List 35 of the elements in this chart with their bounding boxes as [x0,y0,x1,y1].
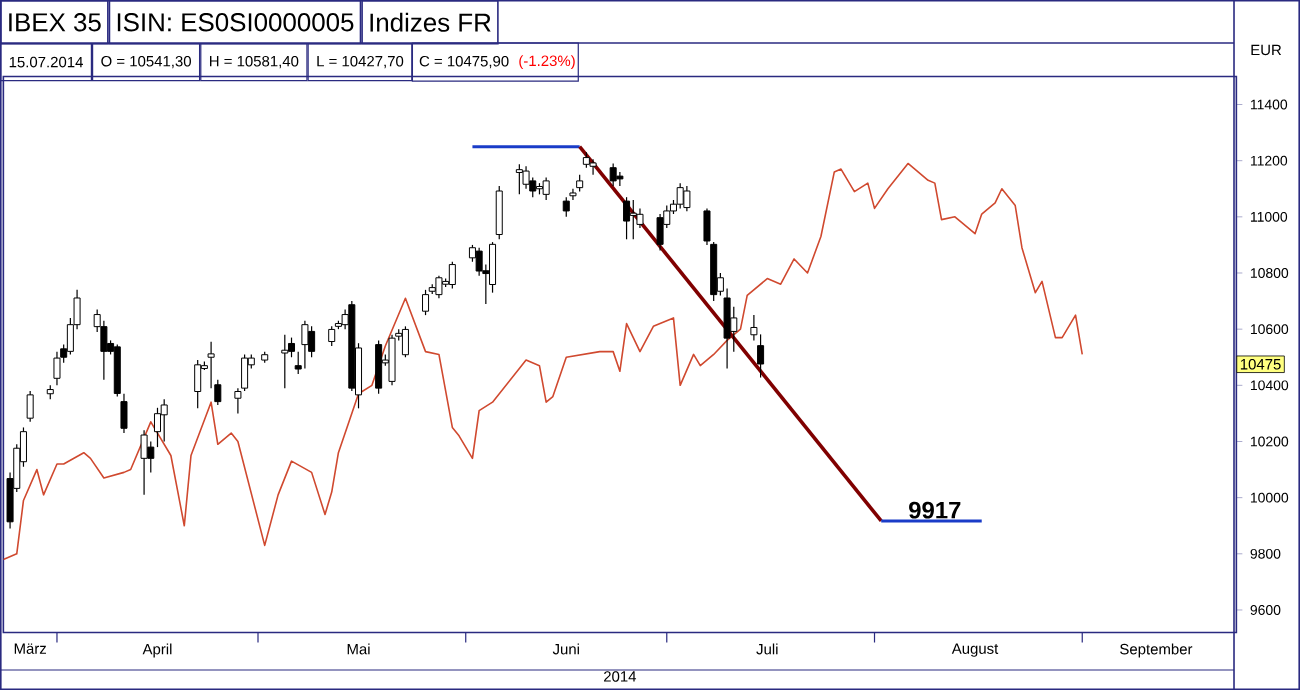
candlestick [301,320,309,370]
candlestick [26,390,34,423]
line-series [3,162,1084,561]
chart-subtitle: ISIN: ES0SI0000005 [117,13,354,32]
candlestick [757,333,765,379]
candlestick [388,334,396,386]
candlestick [435,275,443,299]
candlestick [375,339,383,395]
candlestick [281,334,289,389]
candlestick [522,165,530,190]
candlestick [53,351,61,386]
candlestick [194,359,202,409]
candlestick [120,393,128,434]
candlestick [495,185,503,240]
text: Indizes FR [370,12,491,32]
candlestick [569,188,577,201]
candlestick [676,182,684,210]
candlestick [562,196,570,218]
candlestick [542,176,550,201]
candlestick [140,429,148,496]
chart-title: IBEX 35 [9,13,101,32]
candlestick [160,398,168,443]
candlestick [401,325,409,358]
candlestick [328,325,336,347]
annotation: 9917 [909,501,961,519]
candlestick [616,171,624,187]
candlestick [683,185,691,212]
candlestick [589,158,597,176]
candlestick [623,196,631,240]
candlestick [422,289,430,316]
candlestick [448,261,456,290]
candlestick [656,213,664,252]
candlestick [113,344,121,398]
candlestick [515,163,523,195]
candlestick [609,162,617,187]
